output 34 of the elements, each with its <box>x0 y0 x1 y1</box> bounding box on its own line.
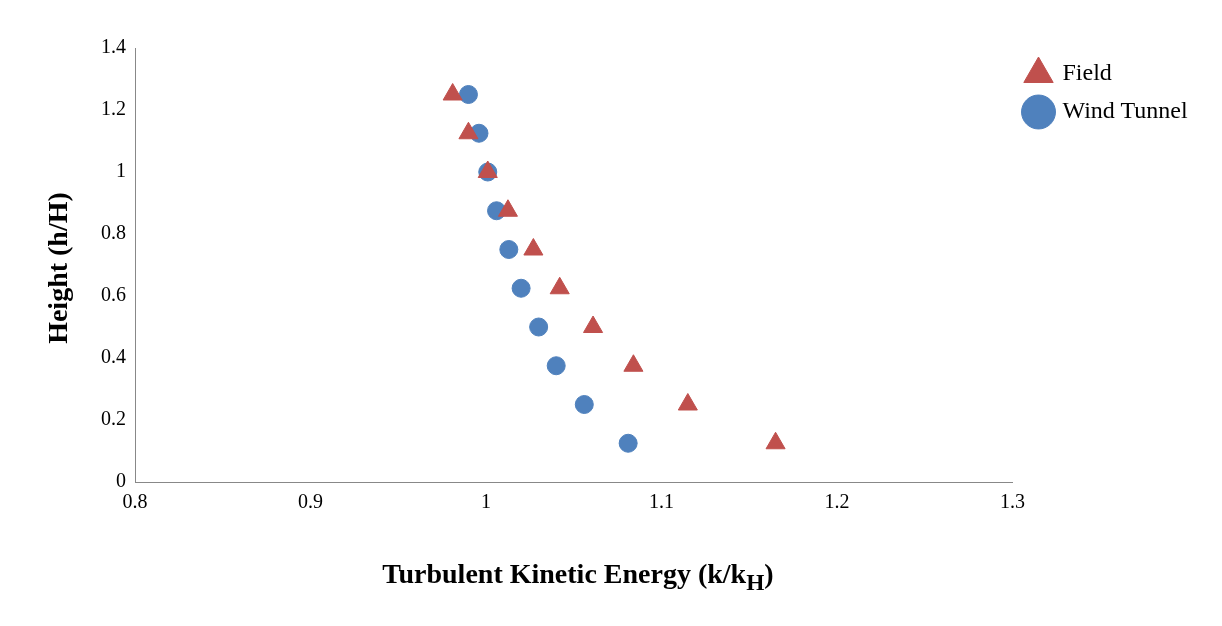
point <box>458 85 478 104</box>
x-tick-label: 1.3 <box>1000 490 1025 513</box>
x-axis-title: Turbulent Kinetic Energy (k/k$_{H}$) <box>381 558 775 596</box>
point <box>583 315 604 333</box>
y-tick-label: 0.4 <box>101 345 126 368</box>
point <box>623 354 644 372</box>
point <box>497 199 518 217</box>
point <box>511 278 531 298</box>
point <box>765 431 786 450</box>
point <box>442 83 463 101</box>
point <box>549 276 570 295</box>
y-tick-label: 1 <box>116 159 126 182</box>
point <box>677 393 698 411</box>
legend-label: Field <box>1062 59 1112 86</box>
point <box>546 356 566 376</box>
point <box>499 240 519 259</box>
y-tick-label: 0 <box>116 469 126 492</box>
x-tick-label: 1.1 <box>649 490 674 513</box>
point <box>618 433 638 453</box>
legend-label: Wind Tunnel <box>1062 97 1188 124</box>
point <box>523 238 544 256</box>
point <box>477 160 498 178</box>
x-tick-label: 1.2 <box>824 490 850 513</box>
point <box>458 121 479 140</box>
x-tick-label: 0.9 <box>298 490 323 513</box>
point <box>529 317 549 337</box>
y-tick-label: 1.4 <box>101 35 126 58</box>
y-tick-label: 0.2 <box>101 407 126 430</box>
x-tick-label: 1 <box>481 490 491 513</box>
y-axis-title: Height (h/H) <box>42 192 74 344</box>
y-tick-label: 0.8 <box>101 221 126 244</box>
point <box>574 395 594 414</box>
y-tick-label: 1.2 <box>101 97 126 120</box>
y-tick-label: 0.6 <box>101 283 126 306</box>
